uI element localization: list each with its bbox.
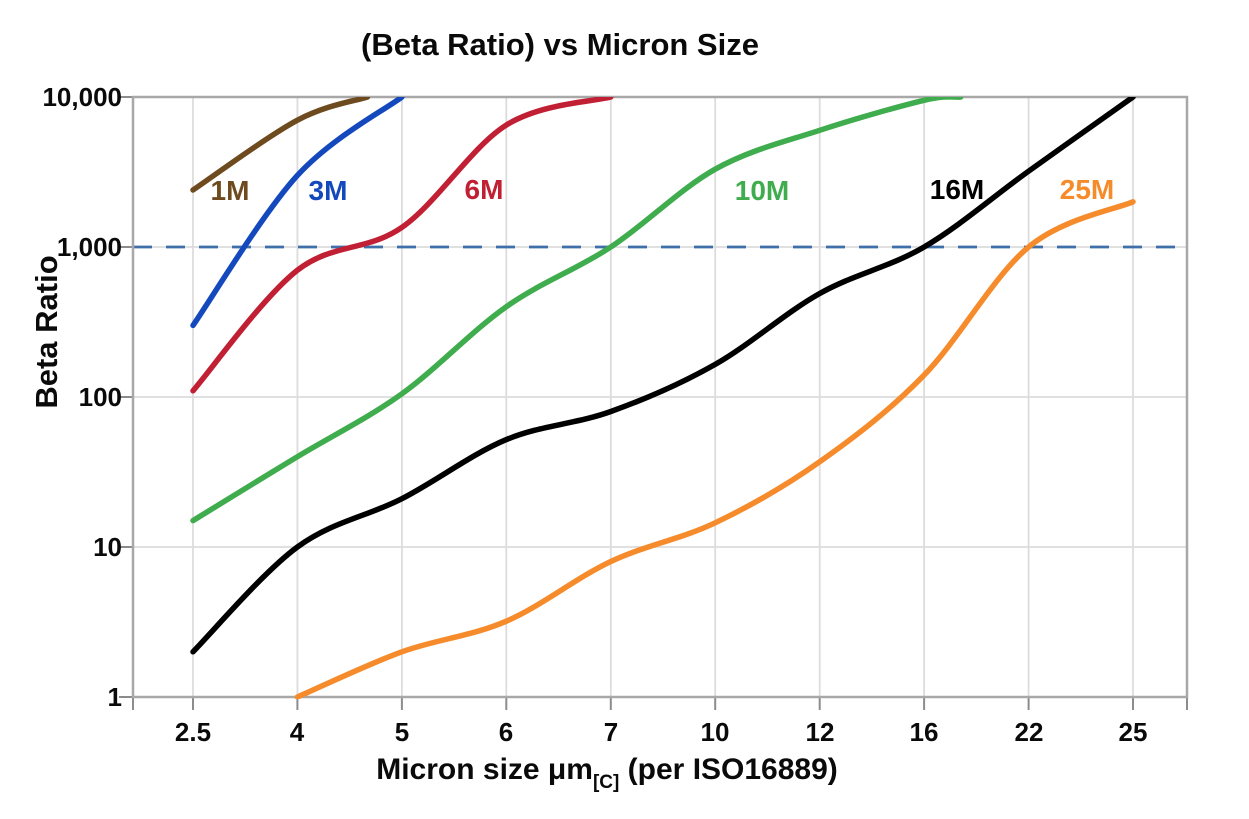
x-tick-label-7: 7 xyxy=(603,717,619,747)
y-tick-label-10: 10 xyxy=(93,532,122,562)
x-tick-label-2-5: 2.5 xyxy=(174,717,212,747)
y-tick-label-10000: 10,000 xyxy=(42,82,122,112)
x-tick-label-16: 16 xyxy=(909,717,939,747)
x-tick-label-4: 4 xyxy=(289,717,305,747)
x-tick-label-6: 6 xyxy=(498,717,514,747)
x-axis-title-subscript: [C] xyxy=(592,772,620,793)
x-axis-title: Micron size μm[C] (per ISO16889) xyxy=(376,753,838,793)
x-tick-label-10: 10 xyxy=(700,717,730,747)
y-tick-label-100: 100 xyxy=(78,382,122,412)
x-tick-label-12: 12 xyxy=(805,717,835,747)
x-axis-title-tail: (per ISO16889) xyxy=(619,753,838,786)
x-tick-label-5: 5 xyxy=(394,717,410,747)
y-tick-label-1: 1 xyxy=(107,682,122,712)
curve-label-1m: 1M xyxy=(210,175,250,206)
curve-label-10m: 10M xyxy=(734,175,790,206)
x-axis-title-main: Micron size μm xyxy=(376,753,593,786)
y-tick-label-1000: 1,000 xyxy=(56,232,122,262)
curve-label-3m: 3M xyxy=(308,175,348,206)
x-tick-label-25: 25 xyxy=(1118,717,1148,747)
chart-title: (Beta Ratio) vs Micron Size xyxy=(361,27,759,62)
curve-label-25m: 25M xyxy=(1059,174,1115,205)
x-tick-label-22: 22 xyxy=(1014,717,1044,747)
curve-label-6m: 6M xyxy=(464,174,504,205)
curve-label-16m: 16M xyxy=(929,174,985,205)
